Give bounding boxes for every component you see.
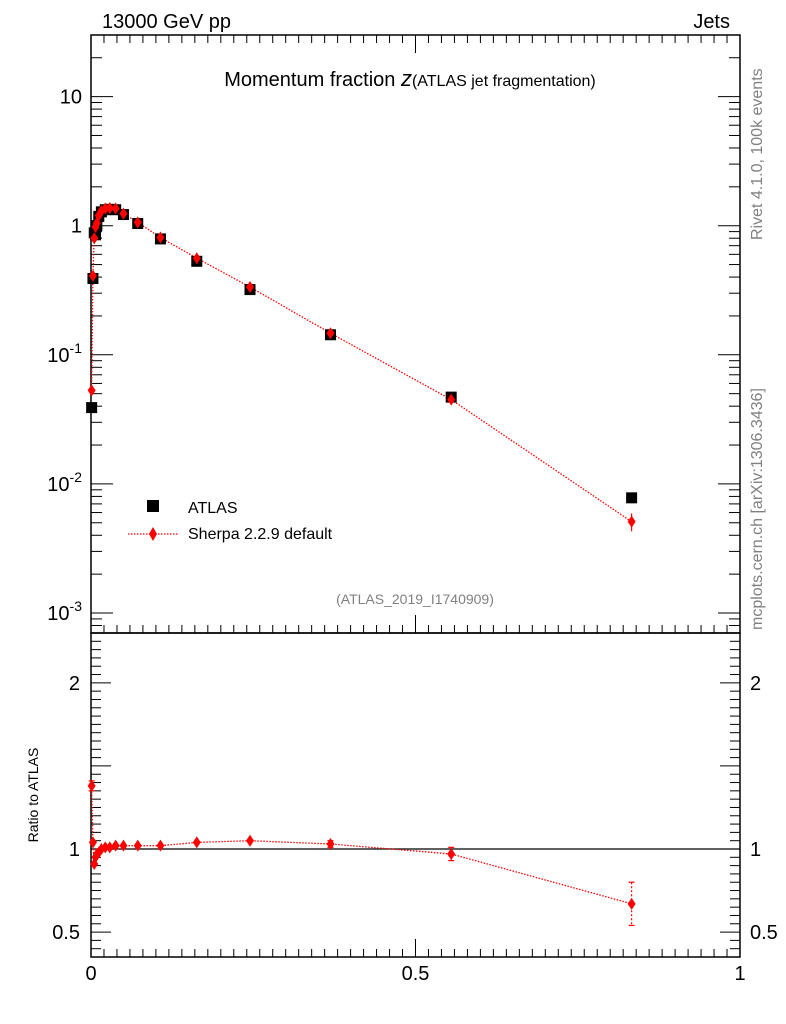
sherpa-point [326,327,335,340]
sherpa-point [119,207,128,220]
sherpa-point [627,515,636,528]
sherpa-line [90,207,632,523]
title-main: Momentum fraction [224,69,401,91]
legend: ATLAS Sherpa 2.2.9 default [128,500,333,543]
sherpa-point [192,252,201,265]
ratio-point [87,779,96,792]
ratio-tick-label-left: 1 [69,839,80,861]
analysis-id: (ATLAS_2019_I1740909) [336,591,494,607]
ratio-point [326,838,335,851]
sherpa-point [90,232,99,245]
ratio-point [133,839,142,852]
rivet-label: Rivet 4.1.0, 100k events [749,68,766,240]
atlas-point [86,402,98,414]
chart-title: Momentum fraction z(ATLAS jet fragmentat… [224,66,596,91]
legend-mc-marker [149,527,157,541]
mcplots-label: mcplots.cern.ch [arXiv:1306.3436] [749,388,766,630]
header-right: Jets [693,11,730,33]
sherpa-point [105,202,114,215]
sherpa-point [87,384,96,397]
main-frame [90,34,741,634]
ratio-tick-label-left: 2 [69,673,80,695]
legend-data-label: ATLAS [188,500,238,517]
ratio-point [88,836,97,849]
header-left: 13000 GeV pp [102,11,231,33]
ratio-point [101,841,110,854]
ratio-point [192,836,201,849]
ratio-ylabel: Ratio to ATLAS [25,748,41,843]
ratio-tick-label-right: 0.5 [750,922,778,944]
y-tick-label: 10-2 [47,469,82,496]
ratio-frame [90,632,741,958]
y-tick-base: 10 [47,603,69,625]
y-tick-label: 10-1 [47,340,82,367]
legend-mc-label: Sherpa 2.2.9 default [188,526,333,543]
sherpa-point [111,202,120,215]
x-tick-label: 0.5 [402,963,430,985]
sherpa-point [246,281,255,294]
title-z: z [400,66,412,91]
sherpa-point [133,216,142,229]
ratio-point [119,839,128,852]
title-sub: (ATLAS jet fragmentation) [412,73,596,90]
sherpa-point [101,202,110,215]
sherpa-point [447,393,456,406]
sherpa-point [88,269,97,282]
ratio-point [246,834,255,847]
y-tick-base: 1 [71,216,82,238]
ratio-point [105,841,114,854]
y-tick-exponent: -2 [70,469,83,485]
y-tick-exponent: -1 [70,340,83,356]
legend-data-marker [147,500,159,512]
x-tick-label: 0 [85,963,96,985]
ratio-point [447,847,456,860]
y-tick-base: 10 [60,87,82,109]
y-tick-base: 10 [47,345,69,367]
sherpa-point [156,231,165,244]
atlas-point [626,492,638,504]
y-tick-exponent: -3 [70,598,83,614]
ratio-tick-label-right: 1 [750,839,761,861]
ratio-tick-label-right: 2 [750,673,761,695]
ratio-tick-label-left: 0.5 [52,922,80,944]
ratio-point [111,839,120,852]
y-tick-label: 10 [60,87,82,109]
ratio-point [627,897,636,910]
y-tick-base: 10 [47,474,69,496]
y-tick-label: 10-3 [47,598,82,625]
ratio-point [156,839,165,852]
y-tick-label: 1 [71,216,82,238]
x-tick-label: 1 [734,963,745,985]
ratio-line [90,785,632,905]
